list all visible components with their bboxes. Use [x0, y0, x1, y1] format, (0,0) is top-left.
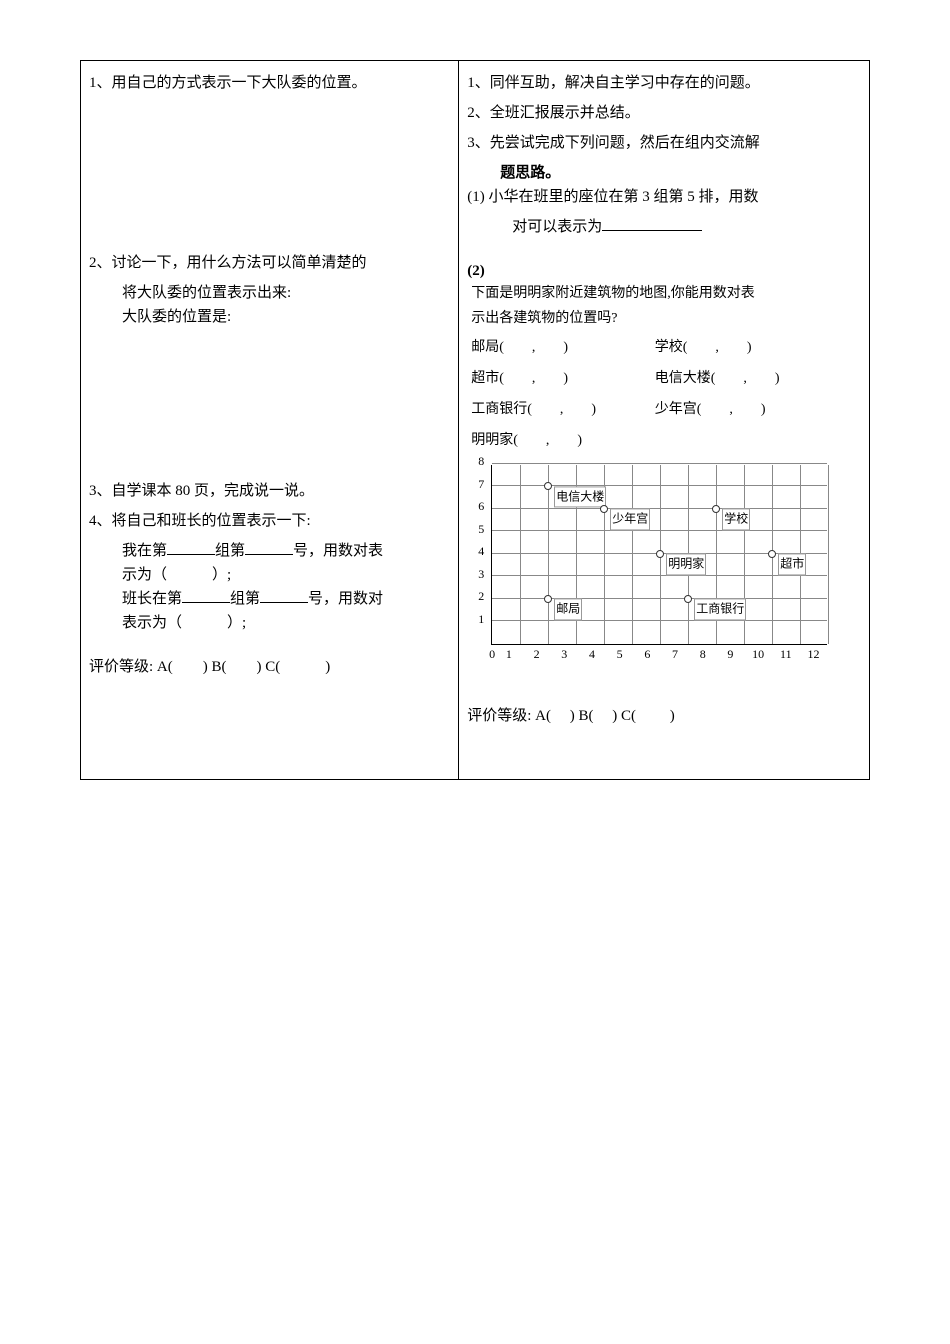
chart-point-label: 电信大楼	[554, 486, 606, 507]
q4-me-a: 我在第	[122, 543, 167, 559]
right-r3-2: (2)	[467, 259, 861, 283]
left-q4-lead: 班长在第 组第 号，用数对	[89, 587, 450, 611]
gridline-v	[828, 465, 829, 644]
coord-dianxin[interactable]: 电信大楼( , )	[655, 364, 835, 395]
right-r2: 2、全班汇报展示并总结。	[467, 101, 861, 125]
right-r3: 3、先尝试完成下列问题，然后在组内交流解	[467, 131, 861, 155]
y-tick-label: 8	[478, 452, 484, 471]
x-tick-label: 2	[523, 645, 551, 664]
chart-point	[600, 505, 608, 513]
q4-lead-c: 号，用数对	[308, 591, 383, 607]
chart-point	[544, 595, 552, 603]
x-tick-label: 0	[481, 645, 495, 664]
coord-shaonian[interactable]: 少年宫( , )	[655, 395, 835, 426]
left-q1: 1、用自己的方式表示一下大队委的位置。	[89, 71, 450, 95]
left-q3: 3、自学课本 80 页，完成说一说。	[89, 479, 450, 503]
x-tick-label: 11	[772, 645, 800, 664]
chart-point	[544, 482, 552, 490]
right-r3-1b-wrap: 对可以表示为	[467, 215, 861, 239]
right-r3b: 题思路。	[467, 161, 861, 185]
coord-xuexiao[interactable]: 学校( , )	[655, 333, 835, 364]
right-r3-1b: 对可以表示为	[512, 219, 602, 235]
blank-me-num[interactable]	[245, 540, 293, 555]
q4-lead-b: 组第	[230, 591, 260, 607]
left-q2-line2: 将大队委的位置表示出来:	[89, 281, 450, 305]
gridline-h	[492, 598, 827, 599]
left-rating: 评价等级: A( ) B( ) C( )	[89, 655, 450, 679]
gridline-v	[520, 465, 521, 644]
chart-point	[712, 505, 720, 513]
y-tick-label: 5	[478, 520, 484, 539]
gridline-h	[492, 575, 827, 576]
worksheet-frame: 1、用自己的方式表示一下大队委的位置。 2、讨论一下，用什么方法可以简单清楚的 …	[80, 60, 870, 780]
y-tick-label: 1	[478, 610, 484, 629]
left-column: 1、用自己的方式表示一下大队委的位置。 2、讨论一下，用什么方法可以简单清楚的 …	[81, 61, 459, 779]
chart-canvas: 12345678电信大楼少年宫学校明明家超市邮局工商银行 01234567891…	[477, 465, 813, 664]
chart-point-label: 超市	[778, 554, 806, 575]
blank-me-group[interactable]	[167, 540, 215, 555]
right-r3-2-text-a: 下面是明明家附近建筑物的地图,你能用数对表	[467, 283, 861, 305]
coord-gongshang[interactable]: 工商银行( , )	[471, 395, 651, 426]
chart-point	[656, 550, 664, 558]
y-tick-label: 6	[478, 497, 484, 516]
blank-lead-group[interactable]	[182, 588, 230, 603]
left-q4-lead-2: 表示为（ ）;	[89, 611, 450, 635]
x-axis-labels: 0123456789101112	[491, 645, 827, 664]
coord-fill-grid: 邮局( , ) 学校( , ) 超市( , ) 电信大楼( , ) 工商银行( …	[467, 333, 861, 456]
x-tick-label: 1	[495, 645, 523, 664]
gridline-h	[492, 530, 827, 531]
blank-lead-num[interactable]	[260, 588, 308, 603]
gridline-h	[492, 463, 827, 464]
x-tick-label: 9	[717, 645, 745, 664]
y-tick-label: 2	[478, 587, 484, 606]
x-tick-label: 10	[744, 645, 772, 664]
chart-point	[684, 595, 692, 603]
chart-point	[768, 550, 776, 558]
coord-chaoshi[interactable]: 超市( , )	[471, 364, 651, 395]
chart-point-label: 邮局	[554, 599, 582, 620]
left-q2-line1: 2、讨论一下，用什么方法可以简单清楚的	[89, 251, 450, 275]
gridline-h	[492, 485, 827, 486]
chart-point-label: 少年宫	[610, 509, 650, 530]
y-tick-label: 3	[478, 565, 484, 584]
chart-grid: 12345678电信大楼少年宫学校明明家超市邮局工商银行	[491, 465, 827, 645]
coord-youju[interactable]: 邮局( , )	[471, 333, 651, 364]
q4-lead-a: 班长在第	[122, 591, 182, 607]
gridline-v	[548, 465, 549, 644]
left-q4-me-2: 示为（ ）;	[89, 563, 450, 587]
y-tick-label: 4	[478, 542, 484, 561]
q4-me-b: 组第	[215, 543, 245, 559]
left-q4: 4、将自己和班长的位置表示一下:	[89, 509, 450, 533]
left-q4-me: 我在第 组第 号，用数对表	[89, 539, 450, 563]
right-column: 1、同伴互助，解决自主学习中存在的问题。 2、全班汇报展示并总结。 3、先尝试完…	[459, 61, 869, 779]
chart-point-label: 明明家	[666, 554, 706, 575]
x-tick-label: 6	[634, 645, 662, 664]
y-tick-label: 7	[478, 475, 484, 494]
x-tick-label: 4	[578, 645, 606, 664]
x-tick-label: 5	[606, 645, 634, 664]
left-q2-line3: 大队委的位置是:	[89, 305, 450, 329]
gridline-h	[492, 508, 827, 509]
coord-mingming[interactable]: 明明家( , )	[471, 426, 651, 457]
map-chart: 12345678电信大楼少年宫学校明明家超市邮局工商银行 01234567891…	[477, 465, 861, 664]
x-tick-label: 12	[800, 645, 828, 664]
right-r3-2-text-b: 示出各建筑物的位置吗?	[467, 305, 861, 333]
right-r1: 1、同伴互助，解决自主学习中存在的问题。	[467, 71, 861, 95]
chart-point-label: 工商银行	[694, 599, 746, 620]
chart-point-label: 学校	[722, 509, 750, 530]
blank-xiaohua[interactable]	[602, 216, 702, 231]
x-tick-label: 3	[550, 645, 578, 664]
gridline-v	[632, 465, 633, 644]
x-tick-label: 7	[661, 645, 689, 664]
q4-me-c: 号，用数对表	[293, 543, 383, 559]
x-tick-label: 8	[689, 645, 717, 664]
right-rating: 评价等级: A( ) B( ) C( )	[467, 704, 861, 728]
gridline-h	[492, 620, 827, 621]
right-r3-1a: (1) 小华在班里的座位在第 3 组第 5 排，用数	[467, 185, 861, 209]
